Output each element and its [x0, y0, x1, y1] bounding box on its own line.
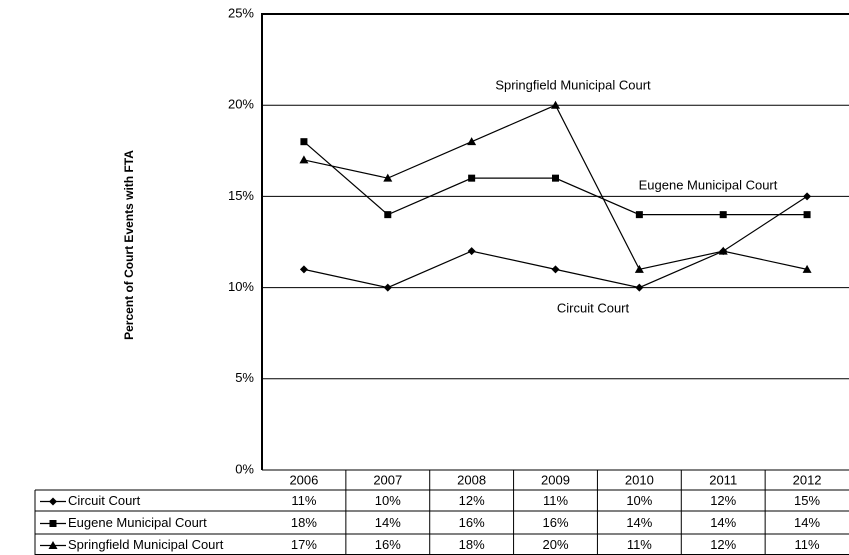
table-value: 14%	[626, 515, 652, 530]
x-tick-label: 2007	[373, 472, 402, 487]
marker	[299, 265, 308, 274]
marker	[467, 247, 476, 256]
legend-label: Circuit Court	[68, 493, 141, 508]
x-tick-label: 2006	[289, 472, 318, 487]
table-value: 17%	[291, 537, 317, 552]
x-tick-label: 2010	[625, 472, 654, 487]
table-value: 11%	[795, 537, 820, 552]
table-value: 14%	[375, 515, 401, 530]
x-tick-label: 2011	[709, 472, 737, 487]
table-value: 18%	[291, 515, 317, 530]
series-line	[303, 195, 808, 289]
y-tick-label: 10%	[228, 279, 254, 294]
marker	[468, 174, 476, 182]
table-value: 12%	[710, 537, 736, 552]
table-value: 16%	[459, 515, 485, 530]
y-tick-label: 0%	[235, 461, 254, 476]
table-value: 12%	[459, 493, 485, 508]
table-value: 12%	[710, 493, 736, 508]
y-tick-label: 15%	[228, 188, 254, 203]
legend-marker	[49, 520, 57, 527]
annotation: Springfield Municipal Court	[495, 77, 651, 92]
marker	[467, 137, 477, 146]
table-value: 18%	[459, 537, 485, 552]
table-value: 14%	[794, 515, 820, 530]
marker	[300, 138, 308, 146]
table-value: 11%	[291, 493, 316, 508]
table-value: 16%	[375, 537, 401, 552]
y-tick-label: 20%	[228, 97, 254, 112]
x-tick-label: 2012	[793, 472, 822, 487]
y-tick-label: 5%	[235, 370, 254, 385]
annotation: Eugene Municipal Court	[639, 177, 778, 192]
table-value: 10%	[626, 493, 652, 508]
table-value: 11%	[543, 493, 568, 508]
legend-marker	[49, 497, 57, 506]
marker	[802, 264, 812, 273]
marker	[718, 246, 728, 255]
table-value: 16%	[542, 515, 568, 530]
legend-marker	[48, 541, 58, 549]
marker	[383, 173, 393, 182]
legend-label: Eugene Municipal Court	[68, 515, 207, 530]
marker	[383, 283, 392, 292]
marker	[634, 264, 644, 273]
table-value: 20%	[542, 537, 568, 552]
table-value: 14%	[710, 515, 736, 530]
marker	[635, 211, 643, 219]
y-tick-label: 25%	[228, 5, 254, 20]
marker	[299, 155, 309, 164]
marker	[552, 174, 559, 182]
marker	[551, 100, 560, 109]
y-axis-label: Percent of Court Events with FTA	[122, 150, 136, 340]
marker	[803, 211, 811, 219]
table-value: 15%	[794, 493, 820, 508]
x-tick-label: 2009	[541, 472, 570, 487]
marker	[635, 283, 644, 292]
table-value: 10%	[375, 493, 401, 508]
annotation: Circuit Court	[557, 300, 630, 315]
marker	[551, 265, 560, 274]
table-value: 11%	[627, 537, 652, 552]
legend-label: Springfield Municipal Court	[68, 537, 224, 552]
marker	[803, 192, 812, 201]
marker	[719, 211, 727, 219]
marker	[384, 211, 392, 219]
x-tick-label: 2008	[457, 472, 486, 487]
